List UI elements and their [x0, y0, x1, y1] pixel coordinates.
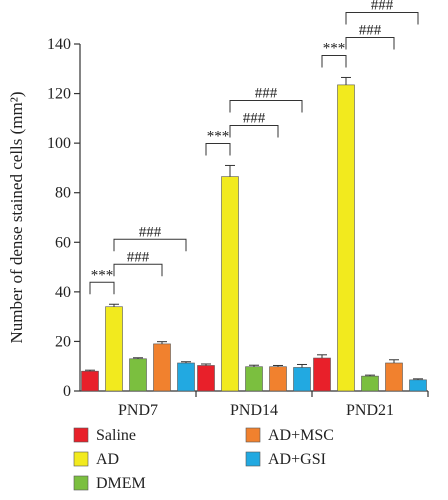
legend-label: AD+MSC	[268, 427, 334, 444]
bar-ad-gsi-pnd7	[177, 362, 195, 392]
bar-ad-gsi-pnd21	[409, 379, 427, 392]
significance-bracket	[321, 54, 347, 68]
significance-bracket	[229, 124, 279, 138]
bar-dmem-pnd21	[361, 375, 379, 392]
significance-annotations: *** ### ### *** ### ### *** ### ###	[89, 0, 419, 295]
significance-label: ***	[91, 267, 114, 283]
y-tick-label: 140	[47, 36, 71, 53]
bar-saline-pnd21	[313, 357, 331, 392]
significance-bracket	[229, 99, 303, 113]
significance-label: ***	[323, 40, 346, 56]
significance-bracket	[113, 263, 163, 277]
bar-ad-pnd21	[337, 84, 355, 392]
bar-ad-msc-pnd21	[385, 362, 403, 392]
significance-label: ***	[207, 128, 230, 144]
legend-swatch	[73, 427, 89, 443]
legend-label: AD+GSI	[268, 451, 326, 468]
y-tick-label: 120	[47, 86, 71, 103]
significance-bracket	[345, 11, 419, 25]
significance-bracket	[89, 281, 115, 295]
bar-ad-gsi-pnd14	[293, 367, 311, 392]
bar-ad-msc-pnd14	[269, 366, 287, 392]
legend-label: AD	[96, 451, 119, 468]
y-tick-label: 0	[63, 383, 71, 400]
significance-label: ###	[139, 224, 162, 240]
significance-bracket	[205, 142, 231, 156]
y-tick-label: 40	[55, 284, 71, 301]
y-tick-label: 100	[47, 135, 71, 152]
bar-ad-pnd14	[221, 176, 239, 392]
bar-ad-msc-pnd7	[153, 343, 171, 392]
x-tick-label: PND14	[230, 402, 278, 419]
legend-label: DMEM	[96, 475, 146, 492]
significance-label: ###	[359, 22, 382, 38]
legend-swatch	[73, 475, 89, 491]
significance-label: ###	[255, 85, 278, 101]
legend: Saline AD DMEM AD+MSC AD+GSI	[73, 427, 334, 492]
significance-label: ###	[243, 110, 266, 126]
bars	[81, 84, 427, 392]
y-tick-label: 60	[55, 234, 71, 251]
legend-swatch	[245, 451, 261, 467]
significance-label: ###	[371, 0, 394, 13]
x-ticks: PND7 PND14 PND21	[118, 391, 429, 419]
x-tick-label: PND7	[118, 402, 158, 419]
y-ticks: 0 20 40 60 80 100 120 140	[47, 36, 80, 400]
y-tick-label: 80	[55, 185, 71, 202]
legend-label: Saline	[96, 427, 136, 444]
significance-bracket	[345, 36, 395, 50]
error-bars	[85, 76, 423, 380]
x-tick-label: PND21	[346, 402, 394, 419]
significance-label: ###	[127, 249, 150, 265]
bar-saline-pnd14	[197, 365, 215, 392]
legend-swatch	[245, 427, 261, 443]
legend-swatch	[73, 451, 89, 467]
significance-bracket	[113, 238, 187, 252]
bar-dmem-pnd14	[245, 366, 263, 392]
bar-ad-pnd7	[105, 306, 123, 392]
y-tick-label: 20	[55, 333, 71, 350]
bar-dmem-pnd7	[129, 358, 147, 392]
y-axis-label: Number of dense stained cells (mm²)	[7, 92, 26, 344]
bar-saline-pnd7	[81, 370, 99, 392]
